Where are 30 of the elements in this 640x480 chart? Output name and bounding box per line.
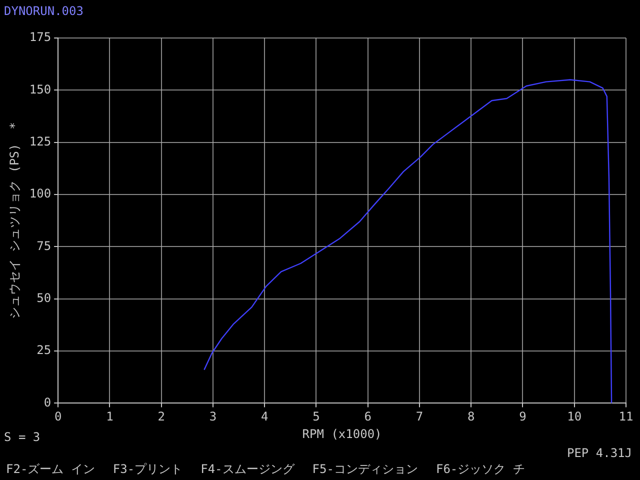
x-tick-label: 6 (364, 410, 372, 424)
x-tick-label: 11 (618, 410, 634, 424)
x-tick-label: 1 (106, 410, 114, 424)
x-tick-label: 3 (209, 410, 217, 424)
x-tick-label: 0 (54, 410, 62, 424)
x-tick-label: 2 (158, 410, 165, 424)
x-tick-label: 9 (519, 410, 526, 424)
x-tick-label: 5 (312, 410, 320, 424)
x-tick-label: 7 (416, 410, 424, 424)
text: PEP 4.31J (566, 446, 632, 460)
y-axis-title: シュウセイ シュツリョク (PS) * (7, 122, 22, 320)
y-tick-label: 75 (36, 238, 52, 253)
y-tick-label: 125 (29, 134, 52, 148)
y-tick-label: 50 (36, 290, 52, 305)
y-tick-label: 25 (36, 343, 52, 358)
y-tick-label: 0 (44, 395, 52, 410)
text: F6-ジッソク チ (436, 461, 525, 478)
y-tick-label: 100 (29, 186, 52, 201)
text: F5-コンディション (312, 461, 418, 478)
text: F2-ズーム イン (6, 461, 95, 478)
text: F3-プリント (112, 461, 183, 478)
y-tick-label: 175 (29, 30, 52, 44)
x-axis-title: RPM (x1000) (302, 426, 382, 441)
text: S = 3 (4, 430, 40, 444)
x-tick-label: 8 (467, 410, 475, 424)
text: F4-スムージング (200, 461, 294, 478)
chart-title: DYNORUN.003 (4, 4, 84, 18)
x-tick-label: 4 (260, 410, 268, 424)
x-tick-label: 10 (567, 410, 582, 424)
y-tick-label: 150 (29, 82, 52, 96)
